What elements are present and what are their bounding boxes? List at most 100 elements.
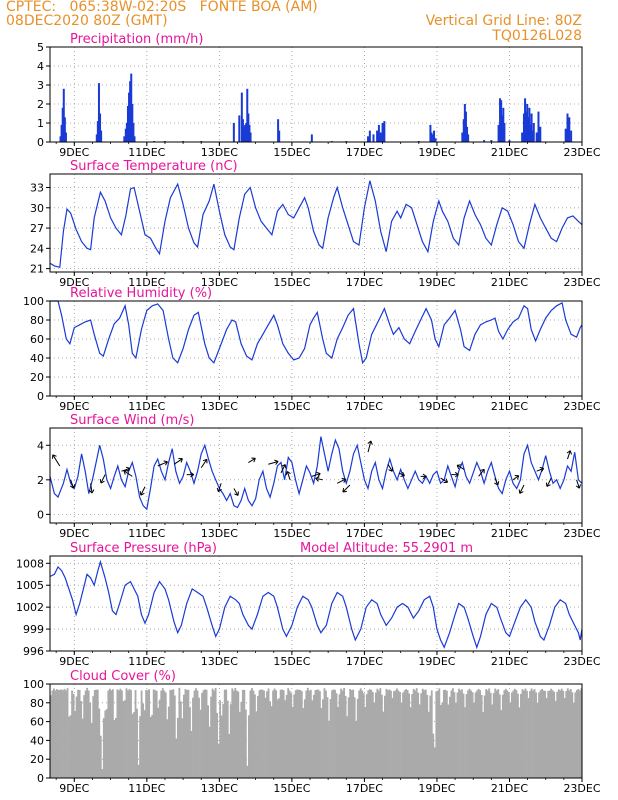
precip-bar bbox=[277, 119, 280, 142]
cloud-bar bbox=[244, 709, 247, 778]
wind-vector bbox=[311, 473, 321, 477]
cloud-bar bbox=[118, 690, 120, 778]
cloud-bar bbox=[532, 690, 534, 778]
wind-vector-head bbox=[342, 487, 347, 493]
cloud-bar bbox=[338, 694, 341, 778]
cloud-bar bbox=[529, 690, 531, 778]
precip-bar bbox=[528, 107, 531, 142]
cloud-bar bbox=[468, 688, 471, 778]
precip-bar bbox=[96, 121, 99, 142]
cloud-bar bbox=[127, 690, 129, 778]
cloud-bar bbox=[420, 693, 423, 778]
cloud-bar bbox=[170, 689, 173, 778]
cloud-bar bbox=[504, 688, 507, 778]
wind-vector bbox=[121, 467, 130, 472]
wind-vector bbox=[52, 454, 61, 467]
cloud-bar bbox=[571, 692, 574, 778]
cloud-bar bbox=[459, 690, 462, 778]
x-tick-label: 15DEC bbox=[273, 400, 310, 413]
wind-vector bbox=[367, 440, 372, 453]
cloud-bar bbox=[312, 694, 315, 778]
precip-bar bbox=[244, 124, 247, 142]
cloud-bar bbox=[388, 689, 391, 778]
cloud-bar bbox=[450, 690, 453, 778]
y-tick-label: 3 bbox=[37, 79, 44, 92]
cloud-bar bbox=[314, 690, 317, 778]
x-tick-label: 9DEC bbox=[59, 782, 89, 795]
cloud-bar bbox=[84, 690, 87, 778]
precip-bar bbox=[368, 130, 371, 142]
cloud-bar bbox=[390, 690, 392, 778]
x-tick-label: 9DEC bbox=[59, 400, 89, 413]
cloud-bar bbox=[114, 718, 117, 778]
wind-vector bbox=[123, 470, 133, 477]
precip-bar bbox=[129, 81, 132, 142]
cloud-bar bbox=[175, 738, 178, 778]
wind-vector-head bbox=[443, 478, 449, 484]
cloud-bar bbox=[518, 707, 521, 778]
cloud-bar bbox=[300, 691, 303, 778]
precip-bar bbox=[433, 130, 436, 142]
cloud-bar bbox=[340, 688, 342, 778]
cloud-bar bbox=[400, 702, 403, 778]
wind-vector-head bbox=[367, 440, 373, 445]
x-tick-label: 11DEC bbox=[128, 527, 165, 540]
cloud-bar bbox=[408, 693, 411, 778]
cloud-bar bbox=[328, 720, 330, 778]
precip-bar bbox=[467, 134, 470, 142]
cloud-bar bbox=[517, 693, 519, 778]
cloud-bar bbox=[394, 690, 397, 778]
cloud-bar bbox=[240, 701, 243, 778]
cloud-bar bbox=[399, 692, 401, 778]
cloud-bar bbox=[254, 694, 256, 778]
cloud-bar bbox=[237, 691, 240, 778]
cloud-bar bbox=[533, 689, 536, 778]
cloud-bar bbox=[303, 699, 306, 778]
cloud-bar bbox=[553, 691, 556, 778]
cloud-bar bbox=[285, 694, 288, 778]
cloud-bar bbox=[186, 690, 188, 778]
y-tick-label: 60 bbox=[30, 333, 44, 346]
header-line1: CPTEC: 065:38W-02:20S FONTE BOA (AM) bbox=[6, 0, 318, 15]
wind-vector bbox=[217, 483, 222, 492]
temp-series bbox=[49, 180, 583, 269]
precip-bar bbox=[128, 92, 131, 142]
cloud-bar bbox=[125, 688, 128, 778]
cloud-bar bbox=[308, 690, 311, 778]
cloud-bar bbox=[495, 690, 498, 778]
precip-bar bbox=[246, 88, 249, 142]
wind-vector bbox=[494, 477, 499, 486]
wind-vector-head bbox=[190, 471, 195, 478]
cloud-bar bbox=[272, 690, 274, 778]
precip-bar bbox=[238, 115, 241, 142]
y-tick-label: 80 bbox=[30, 697, 44, 710]
x-tick-label: 13DEC bbox=[201, 400, 238, 413]
cloud-bar bbox=[489, 692, 492, 778]
cloud-bar bbox=[337, 706, 339, 778]
cloud-bar bbox=[547, 690, 550, 778]
y-tick-label: 1008 bbox=[16, 557, 44, 570]
cloud-bar bbox=[179, 701, 182, 778]
cloud-bar bbox=[523, 690, 525, 778]
wind-vector-head bbox=[422, 473, 427, 480]
cloud-bar bbox=[332, 689, 335, 778]
precip-bar bbox=[497, 124, 500, 142]
cloud-bar bbox=[232, 690, 235, 778]
x-tick-label: 13DEC bbox=[201, 276, 238, 289]
cloud-bar bbox=[110, 690, 113, 778]
cloud-bar bbox=[569, 689, 572, 778]
cloud-bar bbox=[439, 705, 442, 778]
cloud-bar bbox=[140, 690, 143, 778]
cloud-bar bbox=[544, 690, 547, 778]
x-tick-label: 17DEC bbox=[346, 276, 383, 289]
cloud-bar bbox=[74, 710, 76, 778]
cloud-bar bbox=[152, 689, 155, 778]
cloud-bar bbox=[282, 690, 285, 778]
chart-subtitle: Model Altitude: 55.2901 m bbox=[300, 541, 473, 556]
cloud-bar bbox=[325, 690, 327, 778]
cloud-bar bbox=[349, 688, 352, 778]
cloud-bar bbox=[396, 688, 398, 778]
cloud-bar bbox=[418, 704, 421, 778]
cloud-series bbox=[50, 687, 583, 778]
precip-bar bbox=[372, 134, 375, 142]
